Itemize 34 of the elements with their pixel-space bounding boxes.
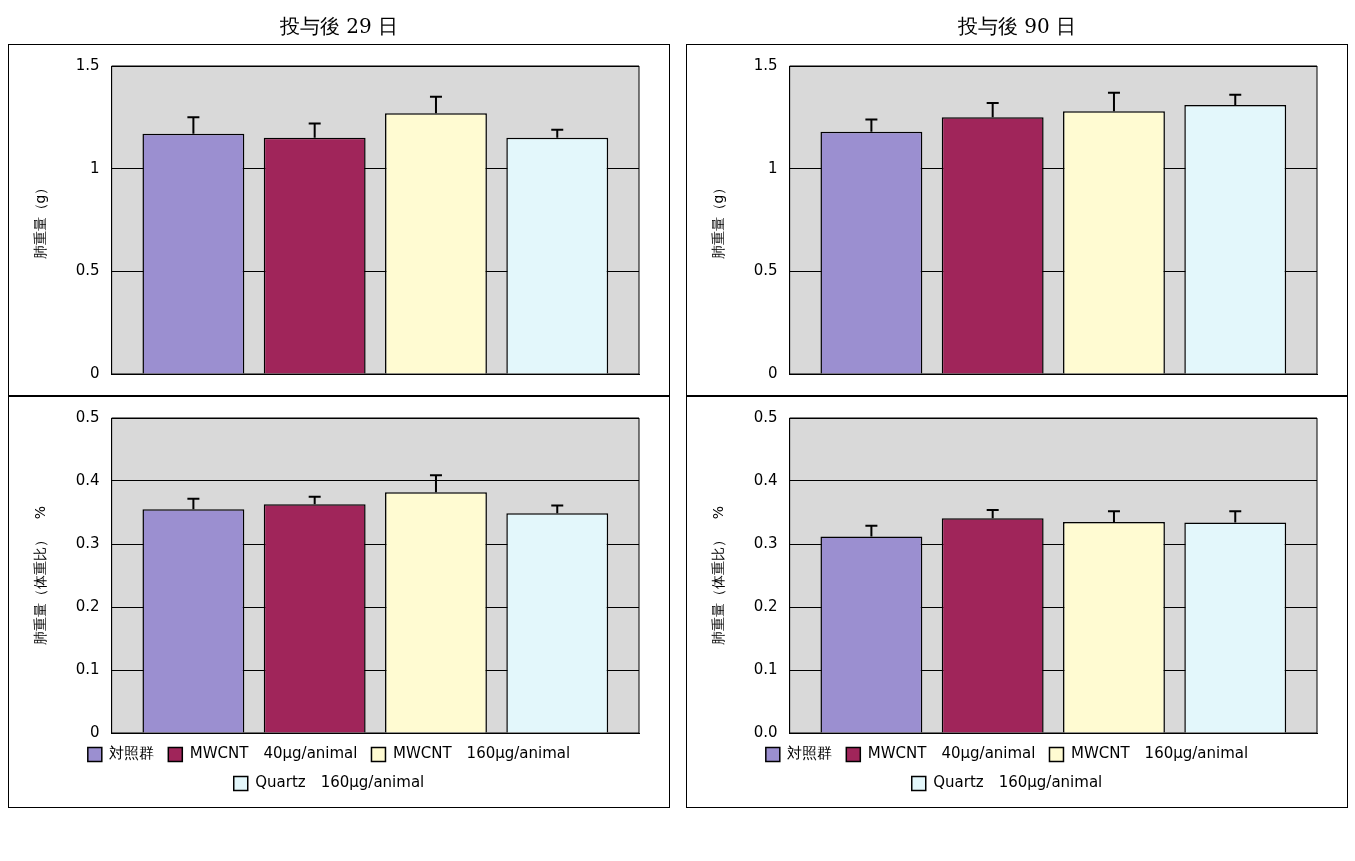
y-tick-label: 0	[90, 363, 100, 382]
y-tick-label: 0.2	[75, 596, 100, 615]
y-tick-label: 0.5	[753, 407, 778, 426]
y-tick-label: 0	[90, 722, 100, 741]
y-tick-label: 1	[90, 158, 100, 177]
y-tick-label: 0.4	[75, 470, 100, 489]
y-tick-label: 0.5	[75, 407, 100, 426]
y-tick-label: 0.2	[753, 596, 778, 615]
y-tick-label: 1	[768, 158, 778, 177]
legend-label: 対照群	[109, 744, 155, 763]
legend-label: MWCNT 40μg/animal	[867, 744, 1036, 763]
legend-label: MWCNT 160μg/animal	[392, 744, 571, 763]
legend-label: Quartz 160μg/animal	[255, 773, 425, 792]
y-tick-label: 1.5	[75, 55, 100, 74]
y-tick-label: 1.5	[753, 55, 778, 74]
y-tick-label: 0.3	[75, 533, 100, 552]
chart-title: 投与後 29 日	[278, 13, 400, 40]
y-tick-label: 0.0	[753, 722, 778, 741]
y-tick-label: 0.4	[753, 470, 778, 489]
y-tick-label: 0.5	[753, 261, 778, 280]
y-axis-title: 肺重量（g）	[32, 180, 49, 260]
y-axis-title: 肺重量（体重比） %	[32, 505, 49, 646]
legend-label: MWCNT 160μg/animal	[1070, 744, 1249, 763]
chart-title: 投与後 90 日	[956, 13, 1078, 40]
y-tick-label: 0.1	[75, 659, 100, 678]
y-tick-label: 0	[768, 363, 778, 382]
legend-label: MWCNT 40μg/animal	[189, 744, 358, 763]
y-tick-label: 0.3	[753, 533, 778, 552]
y-tick-label: 0.5	[75, 261, 100, 280]
legend-label: 対照群	[787, 744, 833, 763]
legend-label: Quartz 160μg/animal	[933, 773, 1103, 792]
y-tick-label: 0.1	[753, 659, 778, 678]
y-axis-title: 肺重量（体重比） %	[710, 505, 727, 646]
y-axis-title: 肺重量（g）	[710, 180, 727, 260]
